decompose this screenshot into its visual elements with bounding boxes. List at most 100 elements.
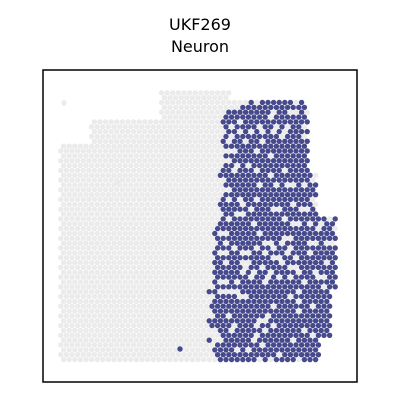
highlighted-spot: [223, 221, 229, 227]
background-spot: [63, 322, 70, 329]
highlighted-spot: [237, 255, 243, 261]
background-spot: [125, 284, 131, 290]
background-spot: [125, 187, 131, 193]
highlighted-spot: [312, 192, 319, 198]
background-spot: [130, 352, 137, 358]
background-spot: [102, 342, 109, 348]
background-spot: [119, 216, 126, 222]
background-spot: [125, 158, 131, 164]
highlighted-spot: [293, 342, 299, 348]
background-spot: [63, 284, 70, 290]
highlighted-spot: [256, 172, 263, 178]
highlighted-spot: [262, 289, 268, 295]
background-spot: [111, 269, 117, 275]
background-spot: [63, 274, 70, 280]
background-spot: [181, 99, 187, 106]
background-spot: [125, 352, 131, 358]
highlighted-spot: [259, 313, 266, 319]
background-spot: [97, 332, 103, 338]
background-spot: [128, 289, 134, 295]
highlighted-spot: [231, 109, 238, 115]
background-spot: [172, 269, 179, 275]
background-spot: [315, 225, 322, 232]
highlighted-spot: [259, 245, 266, 251]
background-spot: [58, 187, 64, 193]
highlighted-spot: [248, 284, 254, 290]
highlighted-spot: [298, 158, 305, 164]
background-spot: [153, 332, 159, 338]
background-spot: [296, 308, 302, 314]
background-spot: [122, 133, 128, 140]
background-spot: [144, 124, 151, 130]
background-spot: [301, 182, 308, 188]
highlighted-spot: [214, 293, 221, 300]
background-spot: [178, 289, 184, 295]
background-spot: [256, 182, 263, 188]
background-spot: [105, 133, 112, 140]
background-spot: [181, 138, 187, 144]
highlighted-spot: [254, 119, 260, 125]
highlighted-spot: [321, 225, 327, 232]
background-spot: [223, 289, 229, 295]
highlighted-spot: [298, 119, 305, 125]
background-spot: [251, 221, 257, 227]
background-spot: [170, 187, 176, 193]
background-spot: [234, 347, 240, 353]
highlighted-spot: [248, 216, 254, 222]
highlighted-spot: [290, 230, 296, 237]
background-spot: [111, 279, 117, 285]
highlighted-spot: [276, 196, 282, 203]
background-spot: [133, 221, 140, 227]
highlighted-spot: [237, 264, 243, 271]
background-spot: [206, 308, 212, 314]
background-spot: [161, 172, 168, 178]
background-spot: [206, 221, 212, 227]
background-spot: [111, 182, 117, 188]
highlighted-spot: [293, 352, 299, 358]
highlighted-spot: [226, 332, 232, 338]
background-spot: [195, 250, 201, 256]
background-spot: [60, 192, 67, 198]
background-spot: [100, 143, 106, 149]
background-spot: [72, 298, 78, 305]
background-spot: [102, 148, 109, 154]
background-spot: [279, 240, 285, 246]
background-spot: [189, 133, 196, 140]
highlighted-spot: [248, 264, 254, 271]
background-spot: [186, 274, 193, 280]
background-spot: [181, 109, 187, 115]
highlighted-spot: [226, 245, 232, 251]
highlighted-spot: [248, 109, 254, 115]
background-spot: [175, 90, 182, 96]
background-spot: [130, 119, 137, 125]
highlighted-spot: [276, 293, 282, 300]
background-spot: [237, 128, 243, 135]
background-spot: [66, 153, 72, 159]
background-spot: [192, 332, 198, 338]
highlighted-spot: [312, 182, 319, 188]
background-spot: [60, 347, 67, 353]
background-spot: [74, 196, 81, 203]
background-spot: [105, 182, 112, 188]
background-spot: [147, 332, 154, 338]
highlighted-spot: [248, 313, 254, 319]
highlighted-spot: [245, 230, 252, 237]
background-spot: [158, 322, 165, 329]
background-spot: [170, 109, 176, 115]
background-spot: [136, 187, 142, 193]
background-spot: [83, 143, 89, 149]
background-spot: [144, 269, 151, 275]
highlighted-spot: [251, 308, 257, 314]
background-spot: [88, 162, 95, 169]
background-spot: [175, 303, 182, 309]
highlighted-spot: [270, 284, 277, 290]
highlighted-spot: [318, 240, 324, 246]
background-spot: [164, 255, 170, 261]
background-spot: [189, 230, 196, 237]
background-spot: [111, 308, 117, 314]
highlighted-spot: [276, 119, 282, 125]
background-spot: [195, 162, 201, 169]
highlighted-spot: [310, 293, 316, 300]
background-spot: [206, 269, 212, 275]
background-spot: [301, 124, 308, 130]
